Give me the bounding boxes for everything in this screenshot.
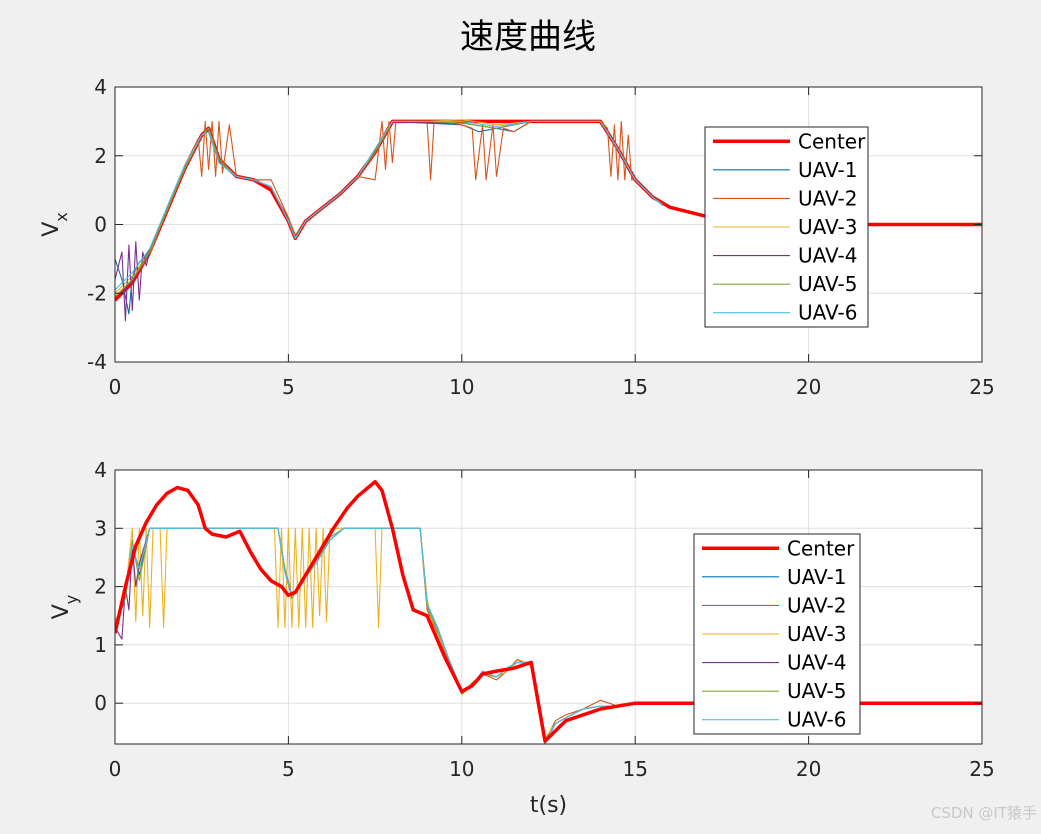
legend-entry: Center bbox=[798, 129, 866, 153]
subplot-vy: 0 5 10 15 20 25 0 1 2 3 4 Vy t(s) Center UAV-1 UAV-2 UAV… bbox=[49, 458, 995, 818]
watermark-text: CSDN @IT猿手 bbox=[931, 804, 1037, 822]
y-axis-label: Vy bbox=[49, 595, 81, 620]
x-tick-label: 0 bbox=[109, 375, 122, 399]
x-tick-label: 15 bbox=[622, 757, 647, 781]
y-tick-label: 0 bbox=[94, 213, 107, 237]
figure-title: 速度曲线 bbox=[460, 17, 596, 57]
x-tick-label: 25 bbox=[969, 375, 994, 399]
subplot-vx: 0 5 10 15 20 25 -4 -2 0 2 4 Vx Center UAV-1 UAV-2 UAV-3… bbox=[39, 75, 995, 399]
y-tick-label: 0 bbox=[94, 691, 107, 715]
x-tick-label: 20 bbox=[796, 757, 821, 781]
legend: Center UAV-1 UAV-2 UAV-3 UAV-4 UAV-5 UAV-6 bbox=[693, 533, 861, 735]
series-group bbox=[115, 119, 982, 322]
legend-entry: UAV-2 bbox=[798, 186, 858, 210]
x-tick-label: 10 bbox=[449, 757, 474, 781]
y-tick-label: 4 bbox=[94, 75, 107, 99]
x-tick-label: 15 bbox=[622, 375, 647, 399]
legend-entry: UAV-5 bbox=[787, 679, 847, 703]
legend: Center UAV-1 UAV-2 UAV-3 UAV-4 UAV-5 UAV-6 bbox=[704, 126, 869, 328]
series-line-uav-6 bbox=[115, 120, 664, 291]
legend-entry: UAV-2 bbox=[787, 593, 847, 617]
y-tick-label: 4 bbox=[94, 458, 107, 482]
series-line-center bbox=[115, 479, 982, 743]
legend-entry: UAV-1 bbox=[787, 565, 847, 589]
y-tick-label: 3 bbox=[94, 516, 107, 540]
x-axis-label: t(s) bbox=[530, 793, 567, 818]
legend-entry: UAV-6 bbox=[787, 708, 847, 732]
legend-entry: UAV-4 bbox=[798, 244, 858, 268]
legend-entry: UAV-4 bbox=[787, 651, 847, 675]
x-tick-label: 5 bbox=[282, 375, 295, 399]
legend-entry: Center bbox=[787, 536, 855, 560]
x-tick-label: 20 bbox=[796, 375, 821, 399]
series-line-uav-6 bbox=[115, 527, 982, 744]
y-axis-label: Vx bbox=[39, 212, 71, 237]
legend-entry: UAV-3 bbox=[787, 622, 847, 646]
legend-entry: UAV-6 bbox=[798, 301, 858, 325]
series-group bbox=[115, 479, 982, 744]
y-tick-label: 2 bbox=[94, 144, 107, 168]
legend-entry: UAV-1 bbox=[798, 158, 858, 182]
y-tick-label: 1 bbox=[94, 633, 107, 657]
x-tick-label: 0 bbox=[109, 757, 122, 781]
legend-entry: UAV-5 bbox=[798, 272, 858, 296]
y-tick-label: -4 bbox=[87, 350, 107, 374]
axes-box bbox=[114, 469, 983, 745]
series-line-uav-2 bbox=[115, 120, 664, 298]
y-tick-label: 2 bbox=[94, 575, 107, 599]
x-tick-label: 25 bbox=[969, 757, 994, 781]
y-tick-label: -2 bbox=[87, 281, 107, 305]
x-tick-label: 5 bbox=[282, 757, 295, 781]
legend-entry: UAV-3 bbox=[798, 215, 858, 239]
x-tick-label: 10 bbox=[449, 375, 474, 399]
